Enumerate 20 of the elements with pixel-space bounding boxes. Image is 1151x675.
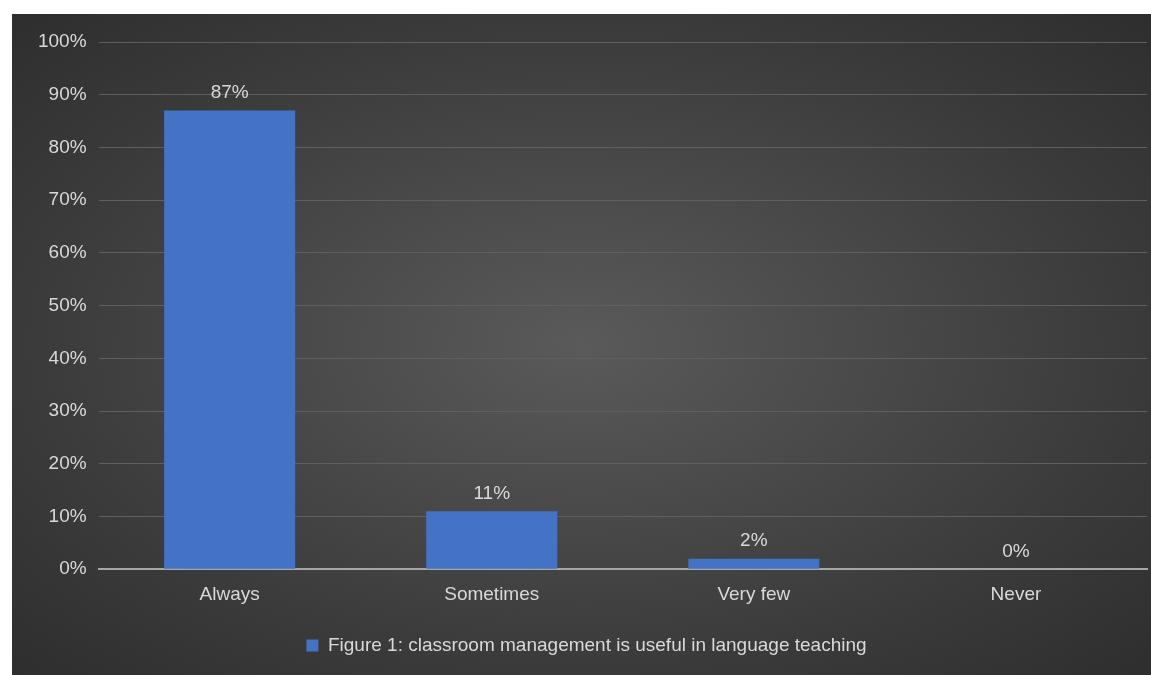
y-tick-label: 60% xyxy=(48,241,87,263)
y-tick-label: 100% xyxy=(37,30,87,52)
text: 0% xyxy=(1002,539,1030,561)
y-tick-label: 70% xyxy=(48,188,87,210)
y-tick-label: 30% xyxy=(48,399,87,421)
x-tick-label: Very few xyxy=(717,582,791,604)
y-tick-label: 40% xyxy=(48,346,87,368)
x-tick-label: Sometimes xyxy=(444,582,540,604)
y-tick-label: 50% xyxy=(48,293,87,315)
y-tick-label: 80% xyxy=(48,135,87,157)
y-tick-label: 0% xyxy=(59,557,87,579)
y-tick-label: 90% xyxy=(48,82,87,104)
legend-label: Figure 1: classroom management is useful in language teaching xyxy=(327,633,867,655)
x-tick-label: Never xyxy=(990,582,1042,604)
text: 2% xyxy=(740,529,768,551)
y-tick-label: 20% xyxy=(48,451,87,473)
x-tick-label: Always xyxy=(199,582,260,604)
text: 87% xyxy=(210,81,249,103)
y-tick-label: 10% xyxy=(48,504,87,526)
text: 11% xyxy=(473,481,511,503)
